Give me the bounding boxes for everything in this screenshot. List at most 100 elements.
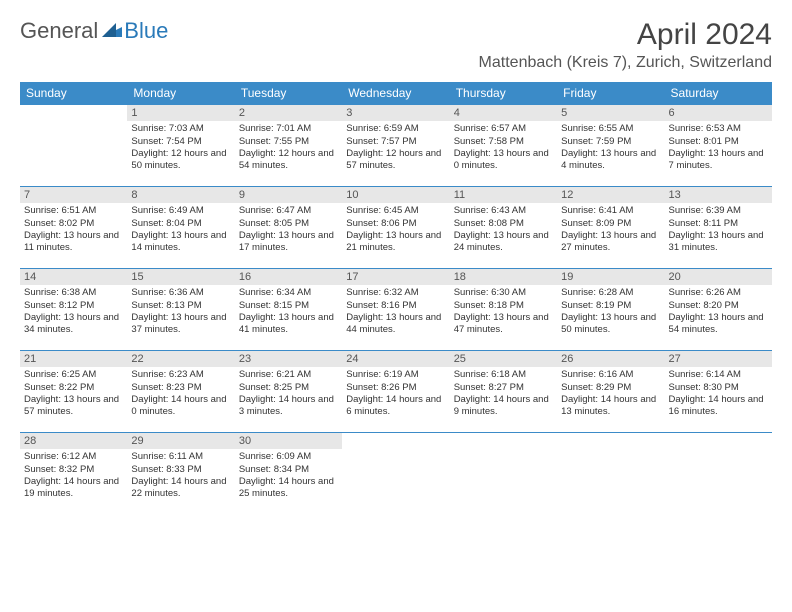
sunset-text: Sunset: 8:22 PM <box>24 382 123 394</box>
sunset-text: Sunset: 8:09 PM <box>561 218 660 230</box>
day-cell <box>342 433 449 515</box>
day-cell: 10 Sunrise: 6:45 AMSunset: 8:06 PMDayligh… <box>342 187 449 269</box>
day-number: 3 <box>342 105 449 121</box>
sunset-text: Sunset: 8:16 PM <box>346 300 445 312</box>
day-header-row: Sunday Monday Tuesday Wednesday Thursday… <box>20 82 772 105</box>
daylight-text: Daylight: 12 hours and 54 minutes. <box>239 148 338 173</box>
daylight-text: Daylight: 13 hours and 27 minutes. <box>561 230 660 255</box>
sunset-text: Sunset: 7:54 PM <box>131 136 230 148</box>
daylight-text: Daylight: 13 hours and 14 minutes. <box>131 230 230 255</box>
day-cell: 14Sunrise: 6:38 AMSunset: 8:12 PMDayligh… <box>20 269 127 351</box>
sunset-text: Sunset: 8:01 PM <box>669 136 768 148</box>
day-cell: 28 Sunrise: 6:12 AMSunset: 8:32 PMDayligh… <box>20 433 127 515</box>
day-number: 12 <box>557 187 664 203</box>
daylight-text: Daylight: 13 hours and 21 minutes. <box>346 230 445 255</box>
sunset-text: Sunset: 8:34 PM <box>239 464 338 476</box>
day-cell: 27Sunrise: 6:14 AMSunset: 8:30 PMDayligh… <box>665 351 772 433</box>
sunset-text: Sunset: 8:13 PM <box>131 300 230 312</box>
daylight-text: Daylight: 13 hours and 31 minutes. <box>669 230 768 255</box>
sunrise-text: Sunrise: 6:12 AM <box>24 451 123 463</box>
logo-text-general: General <box>20 18 98 44</box>
sunrise-text: Sunrise: 6:55 AM <box>561 123 660 135</box>
week-row: 14Sunrise: 6:38 AMSunset: 8:12 PMDayligh… <box>20 269 772 351</box>
day-number: 10 <box>342 187 449 203</box>
day-number: 25 <box>450 351 557 367</box>
daylight-text: Daylight: 13 hours and 24 minutes. <box>454 230 553 255</box>
sunrise-text: Sunrise: 6:25 AM <box>24 369 123 381</box>
day-cell: 23Sunrise: 6:21 AMSunset: 8:25 PMDayligh… <box>235 351 342 433</box>
daylight-text: Daylight: 14 hours and 19 minutes. <box>24 476 123 501</box>
sunset-text: Sunset: 8:11 PM <box>669 218 768 230</box>
day-header: Wednesday <box>342 82 449 105</box>
logo-text-blue: Blue <box>124 18 168 44</box>
sunrise-text: Sunrise: 6:45 AM <box>346 205 445 217</box>
day-cell: 18Sunrise: 6:30 AMSunset: 8:18 PMDayligh… <box>450 269 557 351</box>
logo: General Blue <box>20 18 168 44</box>
sunrise-text: Sunrise: 6:38 AM <box>24 287 123 299</box>
daylight-text: Daylight: 13 hours and 54 minutes. <box>669 312 768 337</box>
day-cell: 17Sunrise: 6:32 AMSunset: 8:16 PMDayligh… <box>342 269 449 351</box>
daylight-text: Daylight: 13 hours and 4 minutes. <box>561 148 660 173</box>
day-number: 11 <box>450 187 557 203</box>
sunset-text: Sunset: 7:57 PM <box>346 136 445 148</box>
daylight-text: Daylight: 12 hours and 57 minutes. <box>346 148 445 173</box>
sunrise-text: Sunrise: 6:51 AM <box>24 205 123 217</box>
sunset-text: Sunset: 8:06 PM <box>346 218 445 230</box>
day-cell: 22Sunrise: 6:23 AMSunset: 8:23 PMDayligh… <box>127 351 234 433</box>
day-number: 27 <box>665 351 772 367</box>
day-header: Friday <box>557 82 664 105</box>
daylight-text: Daylight: 14 hours and 3 minutes. <box>239 394 338 419</box>
sunset-text: Sunset: 7:55 PM <box>239 136 338 148</box>
sunset-text: Sunset: 7:59 PM <box>561 136 660 148</box>
sunrise-text: Sunrise: 6:21 AM <box>239 369 338 381</box>
sunset-text: Sunset: 8:23 PM <box>131 382 230 394</box>
day-number: 4 <box>450 105 557 121</box>
sunset-text: Sunset: 8:29 PM <box>561 382 660 394</box>
daylight-text: Daylight: 12 hours and 50 minutes. <box>131 148 230 173</box>
day-cell: 16Sunrise: 6:34 AMSunset: 8:15 PMDayligh… <box>235 269 342 351</box>
day-cell: 9Sunrise: 6:47 AMSunset: 8:05 PMDaylight… <box>235 187 342 269</box>
sunrise-text: Sunrise: 6:23 AM <box>131 369 230 381</box>
day-number: 28 <box>20 433 127 449</box>
day-number: 29 <box>127 433 234 449</box>
day-cell: 1Sunrise: 7:03 AMSunset: 7:54 PMDaylight… <box>127 105 234 187</box>
sunrise-text: Sunrise: 6:11 AM <box>131 451 230 463</box>
sunset-text: Sunset: 8:33 PM <box>131 464 230 476</box>
day-cell: 3Sunrise: 6:59 AMSunset: 7:57 PMDaylight… <box>342 105 449 187</box>
day-number: 16 <box>235 269 342 285</box>
day-number: 15 <box>127 269 234 285</box>
sunset-text: Sunset: 7:58 PM <box>454 136 553 148</box>
day-cell: 2 Sunrise: 7:01 AMSunset: 7:55 PMDaylight… <box>235 105 342 187</box>
day-cell: 24Sunrise: 6:19 AMSunset: 8:26 PMDayligh… <box>342 351 449 433</box>
day-cell: 20Sunrise: 6:26 AMSunset: 8:20 PMDayligh… <box>665 269 772 351</box>
week-row: 1Sunrise: 7:03 AMSunset: 7:54 PMDaylight… <box>20 105 772 187</box>
sunrise-text: Sunrise: 7:01 AM <box>239 123 338 135</box>
daylight-text: Daylight: 13 hours and 41 minutes. <box>239 312 338 337</box>
day-cell: 29Sunrise: 6:11 AMSunset: 8:33 PMDayligh… <box>127 433 234 515</box>
day-cell: 4Sunrise: 6:57 AMSunset: 7:58 PMDaylight… <box>450 105 557 187</box>
day-header: Sunday <box>20 82 127 105</box>
sunset-text: Sunset: 8:32 PM <box>24 464 123 476</box>
day-number: 13 <box>665 187 772 203</box>
sunset-text: Sunset: 8:04 PM <box>131 218 230 230</box>
location-text: Mattenbach (Kreis 7), Zurich, Switzerlan… <box>479 54 772 72</box>
daylight-text: Daylight: 14 hours and 6 minutes. <box>346 394 445 419</box>
day-cell: 26Sunrise: 6:16 AMSunset: 8:29 PMDayligh… <box>557 351 664 433</box>
sunset-text: Sunset: 8:27 PM <box>454 382 553 394</box>
day-number: 18 <box>450 269 557 285</box>
sunrise-text: Sunrise: 7:03 AM <box>131 123 230 135</box>
sunrise-text: Sunrise: 6:57 AM <box>454 123 553 135</box>
day-cell <box>557 433 664 515</box>
day-number: 21 <box>20 351 127 367</box>
calendar-table: Sunday Monday Tuesday Wednesday Thursday… <box>20 82 772 515</box>
sunset-text: Sunset: 8:20 PM <box>669 300 768 312</box>
week-row: 28 Sunrise: 6:12 AMSunset: 8:32 PMDayligh… <box>20 433 772 515</box>
daylight-text: Daylight: 13 hours and 7 minutes. <box>669 148 768 173</box>
day-number: 9 <box>235 187 342 203</box>
daylight-text: Daylight: 13 hours and 50 minutes. <box>561 312 660 337</box>
day-header: Monday <box>127 82 234 105</box>
sunset-text: Sunset: 8:05 PM <box>239 218 338 230</box>
sunrise-text: Sunrise: 6:34 AM <box>239 287 338 299</box>
day-number: 2 <box>235 105 342 121</box>
month-title: April 2024 <box>479 18 772 52</box>
